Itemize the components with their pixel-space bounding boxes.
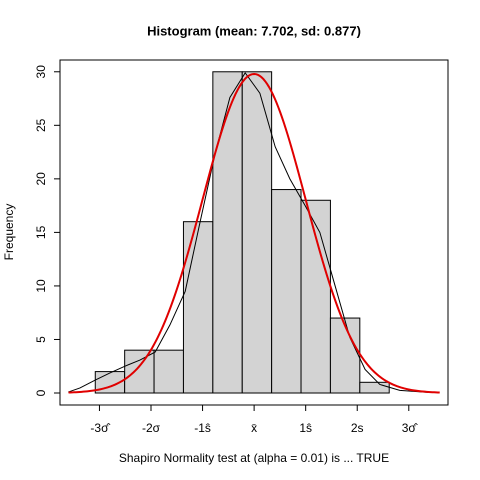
y-tick-label: 25 (34, 118, 48, 132)
bar (241, 71, 273, 394)
y-tick-label: 0 (34, 389, 48, 396)
x-axis-label: Shapiro Normality test at (alpha = 0.01)… (119, 451, 389, 465)
x-tick-label: 2s (351, 421, 364, 435)
x-tick-label: 1ŝ (299, 421, 312, 435)
x-tick-label: 3σ̂ (402, 421, 418, 435)
x-tick-label: -2σ (142, 421, 161, 435)
bar (182, 221, 214, 394)
x-tick-label: -3σ̂ (90, 421, 110, 435)
chart-title: Histogram (mean: 7.702, sd: 0.877) (147, 23, 361, 38)
y-axis-label: Frequency (2, 204, 16, 261)
bar (212, 71, 243, 394)
y-tick-label: 20 (34, 172, 48, 186)
bar (153, 349, 184, 394)
bar (271, 189, 302, 394)
bar (300, 199, 331, 394)
bar (359, 381, 390, 394)
x-tick-label: x̄ (251, 421, 257, 435)
normal-curve (68, 72, 440, 394)
bar (124, 349, 155, 394)
y-tick-label: 30 (34, 65, 48, 79)
y-tick-label: 15 (34, 225, 48, 239)
y-tick-label: 10 (34, 279, 48, 293)
y-tick-label: 5 (34, 336, 48, 343)
x-tick-label: -1ŝ (194, 421, 211, 435)
bar (329, 317, 361, 394)
